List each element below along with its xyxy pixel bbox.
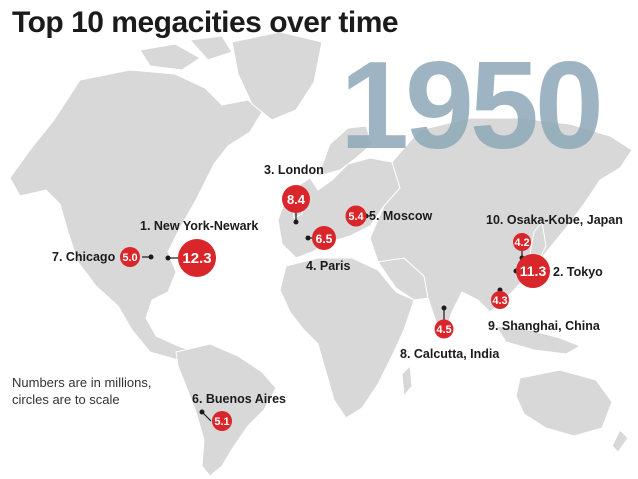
buenos-aires-dot [199, 409, 205, 415]
ny-circle [178, 239, 216, 277]
scale-note: Numbers are in millions, circles are to … [12, 374, 182, 408]
page-title: Top 10 megacities over time [12, 6, 399, 39]
london-dot [293, 219, 299, 225]
madagascar-landmass [401, 364, 413, 398]
paris-value: 6.5 [316, 232, 333, 246]
scandinavia-landmass [317, 125, 373, 177]
ny-value: 12.3 [182, 250, 211, 267]
new-zealand-landmass [611, 429, 629, 453]
year-watermark: 1950 [340, 37, 604, 175]
paris-dot [305, 235, 311, 241]
chicago-circle [120, 247, 140, 267]
shanghai-label: 9. Shanghai, China [488, 319, 601, 333]
africa-landmass [279, 257, 415, 419]
scale-note-line1: Numbers are in millions, [12, 375, 152, 390]
tokyo-label: 2. Tokyo [553, 265, 603, 279]
japan-landmass [529, 220, 547, 263]
shanghai-circle [491, 291, 509, 309]
buenos-aires-circle [212, 411, 232, 431]
moscow-value: 5.4 [348, 211, 364, 223]
australia-landmass [515, 369, 613, 437]
paris-circle [312, 226, 336, 250]
tokyo-value: 11.3 [520, 263, 547, 279]
moscow-label: 5. Moscow [369, 209, 432, 223]
arctic-islands [139, 35, 233, 71]
calcutta-dot [441, 305, 447, 311]
south-america-landmass [175, 343, 277, 477]
ny-dot [165, 255, 171, 261]
osaka-label: 10. Osaka-Kobe, Japan [486, 213, 623, 227]
paris-label: 4. Paris [306, 259, 351, 273]
buenos-aires-label: 6. Buenos Aires [192, 392, 286, 406]
scale-note-line2: circles are to scale [12, 392, 120, 407]
greenland-landmass [231, 31, 323, 121]
tokyo-circle [516, 254, 550, 288]
chicago-dot [148, 254, 154, 260]
london-value: 8.4 [287, 192, 306, 207]
calcutta-circle [434, 319, 454, 339]
osaka-value: 4.2 [514, 237, 529, 249]
shanghai-value: 4.3 [492, 295, 507, 307]
chicago-label: 7. Chicago [52, 250, 116, 264]
buenos-aires-value: 5.1 [214, 416, 229, 428]
calcutta-value: 4.5 [436, 324, 451, 336]
indonesia-landmass [495, 325, 582, 355]
calcutta-label: 8. Calcutta, India [400, 347, 500, 361]
osaka-circle [513, 233, 531, 251]
moscow-circle [345, 205, 367, 227]
ny-label: 1. New York-Newark [140, 219, 258, 233]
london-label: 3. London [264, 163, 324, 177]
chicago-value: 5.0 [122, 252, 137, 264]
london-circle [282, 185, 310, 213]
